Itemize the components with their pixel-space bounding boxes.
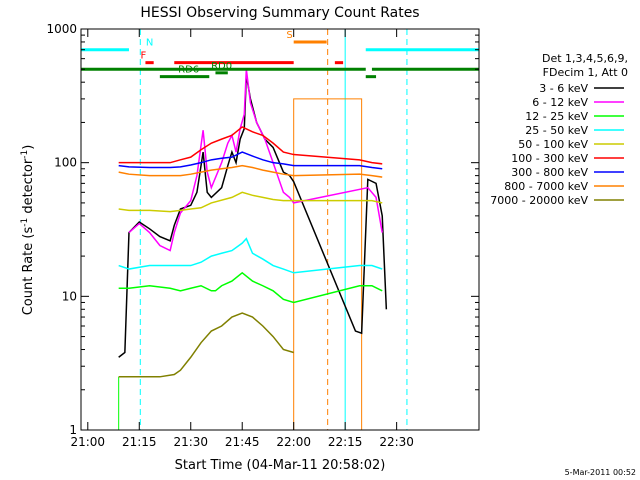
flag-label-1: F	[141, 51, 147, 62]
series-line-4	[118, 191, 383, 213]
legend-label-5: 100 - 300 keV	[511, 152, 588, 165]
y-tick-label-0: 1	[69, 423, 77, 437]
chart-title: HESSI Observing Summary Count Rates	[140, 5, 419, 21]
flag-label-5: RD6	[178, 65, 199, 76]
x-tick-label-3: 21:45	[225, 435, 260, 449]
legend-label-0: 3 - 6 keV	[539, 82, 588, 95]
y-tick-label-2: 100	[54, 156, 77, 170]
series-line-5	[118, 126, 383, 165]
flag-label-0: N	[146, 38, 153, 49]
footer-stamp: 5-Mar-2011 00:52	[565, 468, 636, 477]
legend-label-2: 12 - 25 keV	[525, 110, 588, 123]
legend: Det 1,3,4,5,6,9,FDecim 1, Att 0 3 - 6 keV…	[490, 52, 628, 207]
series-line-6	[118, 151, 383, 170]
y-axis: 1 10 100 1000	[46, 22, 479, 437]
x-tick-label-1: 21:15	[122, 435, 157, 449]
legend-label-3: 25 - 50 keV	[525, 124, 588, 137]
legend-label-8: 7000 - 20000 keV	[490, 194, 588, 207]
flag-label-4: RD0	[211, 61, 232, 72]
series-line-2	[118, 271, 383, 304]
series-line-7	[118, 164, 383, 178]
x-tick-label-5: 22:15	[328, 435, 363, 449]
outline-line-0	[293, 98, 363, 430]
legend-label-6: 300 - 800 keV	[511, 166, 588, 179]
series-line-1	[128, 69, 383, 252]
x-tick-label-4: 22:00	[276, 435, 311, 449]
series-line-0	[118, 75, 388, 358]
x-axis: 21:00 21:15 21:30 21:45 22:00 22:15 22:30	[70, 29, 414, 449]
series-line-8	[118, 312, 294, 378]
flag-label-3: S	[286, 30, 292, 41]
plot-area: NF S RD0 RD6	[81, 29, 479, 430]
plot-frame	[80, 28, 480, 431]
legend-header-1: FDecim 1, Att 0	[543, 66, 628, 79]
x-axis-label: Start Time (04-Mar-11 20:58:02)	[175, 458, 386, 473]
x-tick-label-0: 21:00	[70, 435, 105, 449]
legend-label-1: 6 - 12 keV	[532, 96, 588, 109]
y-tick-label-3: 1000	[46, 22, 77, 36]
y-axis-label: Count Rate (s-1 detector-1)	[20, 145, 36, 316]
series-line-3	[118, 237, 383, 274]
x-tick-label-6: 22:30	[379, 435, 414, 449]
legend-header-0: Det 1,3,4,5,6,9,	[542, 52, 628, 65]
legend-label-4: 50 - 100 keV	[518, 138, 588, 151]
y-tick-label-1: 10	[62, 289, 77, 303]
legend-label-7: 800 - 7000 keV	[504, 180, 588, 193]
x-tick-label-2: 21:30	[173, 435, 208, 449]
